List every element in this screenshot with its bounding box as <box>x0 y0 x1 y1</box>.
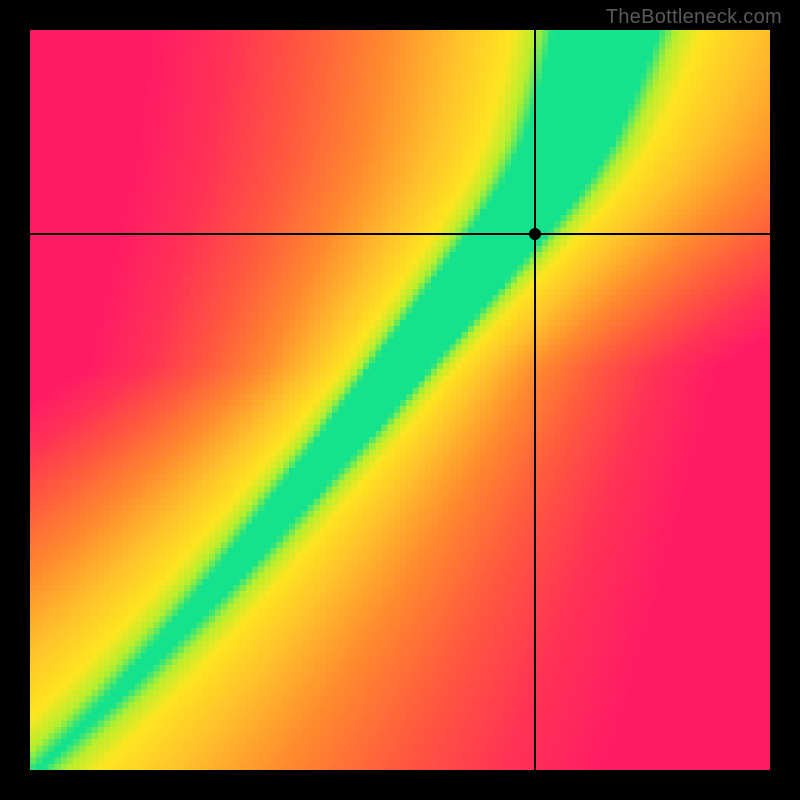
heatmap-plot <box>30 30 770 770</box>
crosshair-marker <box>529 228 541 240</box>
heatmap-canvas <box>30 30 770 770</box>
crosshair-horizontal <box>30 233 770 235</box>
crosshair-vertical <box>534 30 536 770</box>
watermark-text: TheBottleneck.com <box>606 6 782 29</box>
